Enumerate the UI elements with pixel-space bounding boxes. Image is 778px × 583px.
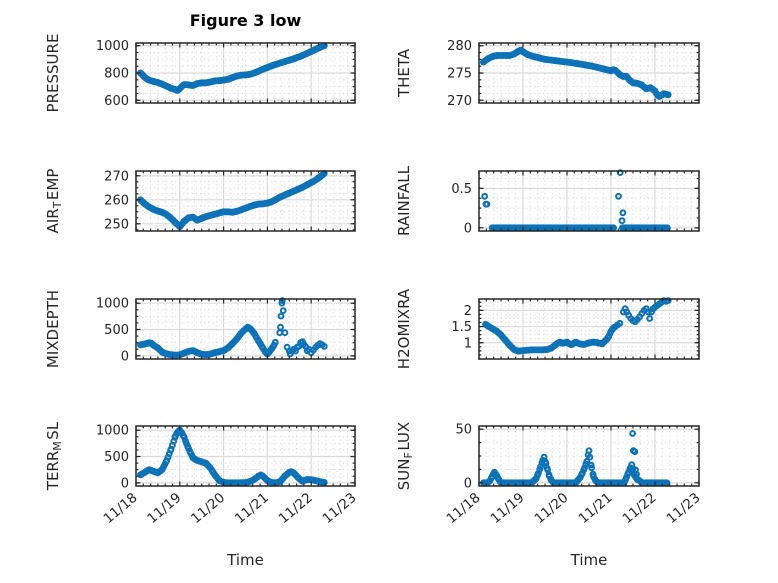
xlabel-time-right: Time — [570, 551, 608, 569]
y-tick-label: 1 — [464, 336, 472, 351]
subplot-mixdepth: 0 500 1000 MIXDEPTH — [44, 290, 356, 368]
figure-title: Figure 3 low — [189, 11, 302, 30]
y-tick-label: 600 — [104, 94, 129, 109]
subplot-terr_msl: 0 500 1000 11/18 11/19 11/20 11/21 11/22 11/23 TE… — [44, 421, 360, 527]
ylabel-theta: THETA — [395, 48, 413, 98]
y-tick-label: 270 — [104, 169, 129, 184]
y-tick-label: 275 — [447, 67, 472, 82]
y-tick-label: 0 — [464, 221, 472, 236]
subplot-h2omixra: 11.52 H2OMIXRA — [395, 288, 700, 369]
data-markers — [137, 297, 328, 359]
ylabel-air_temp: AIRT EMP — [44, 169, 64, 234]
ylabel-rainfall: RAINFALL — [395, 165, 413, 236]
y-tick-label: 260 — [104, 193, 129, 208]
x-tick-label: 11/23 — [319, 490, 359, 527]
x-tick-label: 11/19 — [487, 490, 527, 527]
data-markers — [137, 42, 328, 94]
y-tick-label: 500 — [104, 450, 129, 465]
data-markers — [482, 297, 672, 355]
tick-marks — [478, 426, 700, 486]
ylabel-sun_flux: SUNF LUX — [395, 422, 415, 490]
xlabel-time-left: Time — [227, 551, 264, 569]
x-tick-label: 11/22 — [619, 490, 659, 527]
ylabel-pressure: PRESSURE — [44, 34, 62, 113]
y-tick-label: 270 — [447, 94, 472, 109]
tick-marks — [478, 299, 700, 360]
y-tick-label: 0 — [464, 476, 472, 491]
y-tick-label: 1000 — [96, 424, 129, 439]
minor-grid — [137, 427, 354, 485]
y-tick-label: 0 — [121, 349, 129, 364]
y-tick-label: 50 — [455, 423, 472, 438]
minor-grid — [137, 44, 354, 102]
x-tick-label: 11/18 — [100, 490, 140, 527]
tick-marks — [135, 43, 356, 103]
x-tick-label: 11/19 — [144, 490, 184, 527]
data-markers — [480, 430, 671, 487]
axis-box — [478, 170, 700, 232]
data-markers — [137, 170, 328, 231]
x-tick-label: 11/18 — [443, 490, 483, 527]
axis-box — [135, 170, 356, 232]
ylabel-terr_msl: TERRM SL — [44, 421, 64, 491]
x-tick-label: 11/21 — [575, 490, 615, 527]
tick-marks — [135, 299, 356, 359]
major-grid — [136, 171, 355, 231]
tick-marks — [135, 426, 356, 486]
y-tick-label: 0.5 — [451, 182, 472, 197]
y-tick-label: 1.5 — [451, 320, 472, 335]
subplot-theta: 270 275 280 THETA — [395, 39, 700, 109]
tick-marks — [135, 171, 356, 231]
data-markers — [137, 426, 328, 487]
y-tick-label: 250 — [104, 217, 129, 232]
y-tick-label: 1000 — [96, 39, 129, 54]
x-tick-label: 11/22 — [276, 490, 316, 527]
x-tick-label: 11/20 — [188, 490, 228, 527]
data-markers — [480, 46, 672, 100]
y-tick-label: 500 — [104, 323, 129, 338]
y-tick-label: 0 — [121, 476, 129, 491]
ylabel-h2omixra: H2OMIXRA — [395, 288, 413, 369]
minor-grid — [480, 172, 698, 230]
x-tick-label: 11/20 — [531, 490, 571, 527]
y-tick-label: 1000 — [96, 297, 129, 312]
subplot-sun_flux: 0 50 11/18 11/19 11/20 11/21 11/22 11/23 SUNF LU… — [395, 422, 704, 527]
y-tick-label: 280 — [447, 39, 472, 54]
subplot-rainfall: 0 0.5 RAINFALL — [395, 165, 700, 236]
x-tick-label: 11/21 — [232, 490, 272, 527]
data-markers — [481, 169, 671, 232]
subplot-pressure: 600 800 1000 PRESSURE — [44, 34, 356, 113]
y-tick-label: 2 — [464, 304, 472, 319]
ylabel-mixdepth: MIXDEPTH — [44, 290, 62, 368]
tick-marks — [478, 171, 700, 231]
subplot-air_temp: 250 260 270 AIRT EMP — [44, 169, 356, 234]
tick-marks — [478, 43, 700, 103]
x-tick-label: 11/23 — [663, 490, 703, 527]
y-tick-label: 800 — [104, 67, 129, 82]
major-grid — [479, 171, 699, 231]
